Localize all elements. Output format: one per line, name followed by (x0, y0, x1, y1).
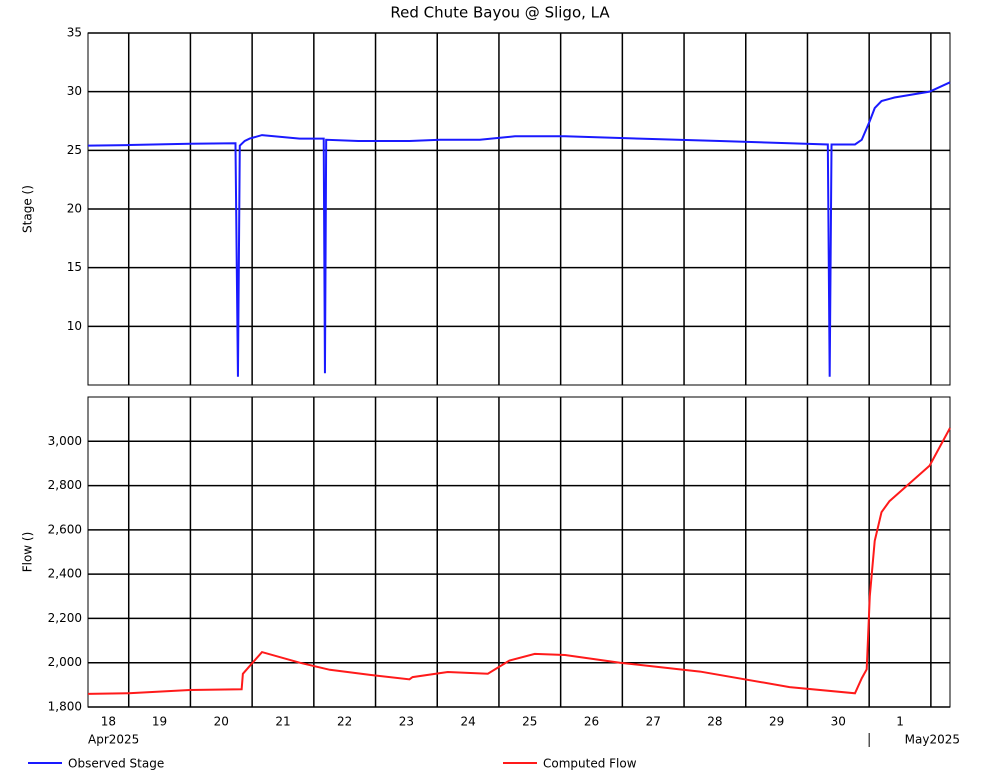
y-tick-label: 20 (67, 202, 82, 216)
x-tick-label: 1 (896, 715, 904, 729)
y-tick-label: 10 (67, 319, 82, 333)
month-label: Apr2025 (88, 733, 139, 747)
x-tick-label: 23 (399, 715, 414, 729)
x-tick-label: 25 (522, 715, 537, 729)
y-tick-label: 25 (67, 143, 82, 157)
x-tick-label: 20 (214, 715, 229, 729)
plot-frame (87, 396, 951, 708)
y-tick-label: 30 (67, 84, 82, 98)
x-tick-label: 24 (460, 715, 475, 729)
x-tick-label: 22 (337, 715, 352, 729)
y-tick-label: 2,000 (48, 655, 82, 669)
plot-frame (87, 32, 951, 386)
y-tick-label: 1,800 (48, 700, 82, 714)
y-tick-label: 2,600 (48, 522, 82, 536)
x-tick-label: 28 (707, 715, 722, 729)
y-tick-label: 2,400 (48, 567, 82, 581)
x-tick-label: 27 (646, 715, 661, 729)
y-tick-label: 2,200 (48, 611, 82, 625)
series-line (87, 81, 951, 377)
x-tick-label: 29 (769, 715, 784, 729)
x-tick-label: 30 (831, 715, 846, 729)
y-tick-label: 15 (67, 260, 82, 274)
month-label: May2025 (905, 733, 960, 747)
y-tick-label: 3,000 (48, 434, 82, 448)
y-axis-label: Stage () (21, 185, 35, 233)
legend-label: Computed Flow (543, 757, 637, 771)
y-tick-label: 2,800 (48, 478, 82, 492)
x-tick-label: 21 (275, 715, 290, 729)
x-tick-label: 19 (152, 715, 167, 729)
y-axis-label: Flow () (21, 532, 35, 573)
x-tick-label: 26 (584, 715, 599, 729)
x-tick-label: 18 (101, 715, 116, 729)
series-line (87, 427, 951, 695)
legend-label: Observed Stage (68, 757, 164, 771)
chart-title: Red Chute Bayou @ Sligo, LA (390, 4, 610, 22)
y-tick-label: 35 (67, 26, 82, 40)
